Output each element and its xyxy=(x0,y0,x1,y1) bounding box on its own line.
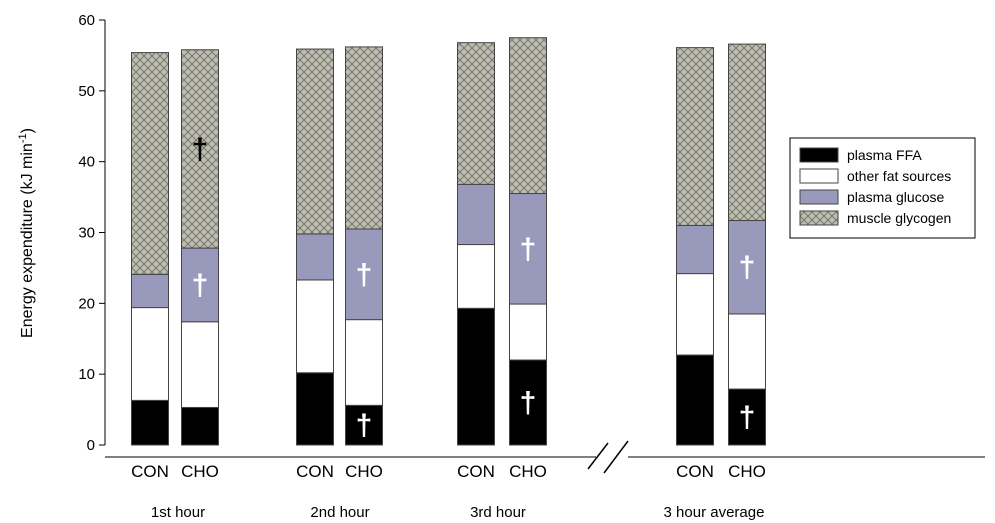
bars: † † † † † † † † xyxy=(131,37,766,446)
significance-dagger: † xyxy=(739,251,756,284)
bar-segment xyxy=(676,354,714,446)
bar-segment xyxy=(345,228,383,321)
bar-segment xyxy=(728,219,766,315)
legend-swatch xyxy=(799,168,839,184)
bar-segment xyxy=(509,193,547,305)
bar-segment xyxy=(296,233,334,281)
legend: plasma FFA other fat sources plasma glucos… xyxy=(789,137,976,239)
y-tick-label: 40 xyxy=(78,154,95,171)
group-label: 2nd hour xyxy=(310,504,369,521)
bar-segment xyxy=(457,244,495,309)
significance-dagger: † xyxy=(356,258,373,291)
legend-label: muscle glycogen xyxy=(847,210,951,226)
bar-segment xyxy=(676,224,714,275)
bar-segment xyxy=(509,37,547,195)
significance-dagger: † xyxy=(739,401,756,434)
bar-segment xyxy=(181,49,219,249)
y-tick-label: 20 xyxy=(78,295,95,312)
y-axis-label-superscript: -1 xyxy=(17,133,29,143)
legend-label: plasma FFA xyxy=(847,147,922,163)
y-tick-label: 30 xyxy=(78,225,95,242)
significance-dagger: † xyxy=(192,133,209,166)
bar-segment xyxy=(676,273,714,356)
bar-label: CON xyxy=(296,462,334,481)
bar-segment xyxy=(131,399,169,446)
y-axis-label-main: Energy expenditure (kJ min xyxy=(19,143,36,338)
group-label: 1st hour xyxy=(151,504,205,521)
significance-dagger: † xyxy=(520,387,537,420)
bar-segment xyxy=(345,319,383,406)
axis-break-mark xyxy=(587,442,609,470)
significance-dagger: † xyxy=(356,409,373,442)
bar-segment xyxy=(728,43,766,221)
bar-segment xyxy=(181,321,219,408)
bar-label: CHO xyxy=(509,462,547,481)
bar-label: CHO xyxy=(728,462,766,481)
axis-break-mark xyxy=(603,440,629,474)
axes: 0 10 20 30 40 50 60 xyxy=(78,12,985,474)
legend-swatch xyxy=(799,189,839,205)
bar-label: CON xyxy=(131,462,169,481)
y-tick-label: 50 xyxy=(78,83,95,100)
bar-label: CON xyxy=(676,462,714,481)
bar-segment xyxy=(457,42,495,185)
y-axis-label-close: ) xyxy=(19,128,36,133)
bar-label: CHO xyxy=(345,462,383,481)
bar-segment xyxy=(181,406,219,446)
legend-label: other fat sources xyxy=(847,168,951,184)
group-label: 3rd hour xyxy=(470,504,526,521)
y-axis-label: Energy expenditure (kJ min-1) xyxy=(17,128,36,338)
bar-segment xyxy=(509,359,547,446)
bar-label: CON xyxy=(457,462,495,481)
bar-segment xyxy=(457,307,495,446)
bar-segment xyxy=(296,279,334,374)
y-tick-label: 60 xyxy=(78,12,95,29)
legend-swatch xyxy=(799,147,839,163)
x-labels: CON CHO 1st hour CON CHO 2nd hour CON CHO 3rd ho… xyxy=(131,462,766,521)
bar-segment xyxy=(131,307,169,401)
bar-segment xyxy=(131,273,169,309)
bar-segment xyxy=(457,183,495,246)
group-label: 3 hour average xyxy=(664,504,765,521)
bar-segment xyxy=(296,372,334,446)
bar-label: CHO xyxy=(181,462,219,481)
legend-swatch xyxy=(799,210,839,226)
y-tick-label: 10 xyxy=(78,366,95,383)
bar-segment xyxy=(676,47,714,226)
legend-label: plasma glucose xyxy=(847,189,944,205)
bar-segment xyxy=(728,313,766,390)
significance-dagger: † xyxy=(192,269,209,302)
bar-segment xyxy=(131,52,169,275)
bar-segment xyxy=(509,303,547,361)
bar-segment xyxy=(296,48,334,235)
significance-dagger: † xyxy=(520,233,537,266)
bar-segment xyxy=(345,46,383,230)
y-tick-label: 0 xyxy=(87,437,95,454)
